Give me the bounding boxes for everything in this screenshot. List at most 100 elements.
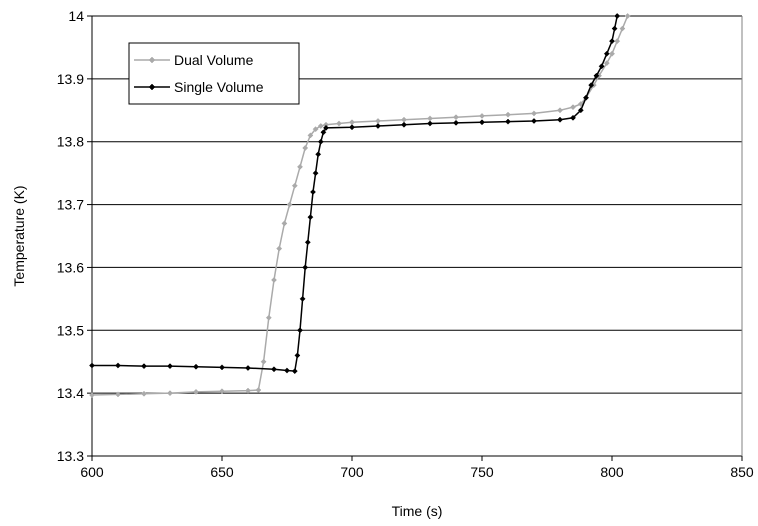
y-tick-label: 13.4 — [57, 385, 84, 401]
data-point — [284, 367, 290, 374]
series-single-volume — [89, 13, 621, 375]
series-group — [89, 13, 631, 398]
y-tick-label: 13.9 — [57, 71, 84, 87]
data-point — [614, 38, 621, 45]
data-point — [299, 295, 306, 302]
data-point — [193, 388, 199, 395]
legend: Dual Volume Single Volume — [128, 42, 300, 105]
data-point — [312, 170, 319, 177]
data-point — [265, 314, 272, 321]
data-point — [291, 368, 298, 375]
x-tick-label: 600 — [80, 464, 104, 480]
data-point — [479, 112, 485, 119]
data-point — [624, 13, 631, 19]
data-point — [479, 119, 485, 126]
data-point — [453, 119, 459, 126]
y-axis-label: Temperature (K) — [11, 185, 27, 286]
data-point — [401, 121, 407, 128]
legend-box — [128, 42, 300, 105]
data-point — [577, 107, 584, 114]
data-point — [297, 327, 303, 334]
data-point — [505, 111, 511, 118]
axes — [87, 15, 743, 461]
data-point — [570, 104, 576, 111]
data-point — [583, 94, 589, 101]
y-tick-label: 13.8 — [57, 134, 84, 150]
data-point — [245, 365, 251, 371]
data-point — [557, 116, 563, 123]
data-point — [619, 25, 626, 32]
data-point — [286, 201, 293, 208]
data-point — [193, 363, 199, 370]
data-point — [302, 145, 309, 151]
data-point — [302, 264, 309, 271]
y-tick-labels: 13.3 13.4 13.5 13.6 13.7 13.8 13.9 14 — [57, 8, 84, 464]
data-point — [557, 107, 563, 114]
legend-marker — [148, 56, 156, 64]
data-point — [317, 138, 324, 145]
data-point — [167, 363, 173, 370]
data-point — [291, 182, 298, 189]
x-tick-label: 650 — [210, 464, 234, 480]
data-point — [307, 132, 314, 139]
data-point — [453, 114, 459, 121]
data-point — [297, 163, 303, 170]
data-point — [219, 364, 225, 371]
data-point — [141, 390, 147, 397]
data-point — [505, 118, 511, 125]
data-point — [609, 50, 615, 57]
data-point — [260, 358, 267, 365]
data-point — [320, 129, 327, 136]
x-tick-label: 700 — [340, 464, 364, 480]
data-point — [89, 362, 95, 369]
data-point — [271, 366, 277, 373]
data-point — [323, 124, 329, 131]
data-point — [609, 38, 615, 45]
data-point — [245, 387, 251, 394]
data-point — [115, 391, 121, 398]
x-tick-label: 850 — [730, 464, 754, 480]
data-point — [276, 245, 283, 252]
x-tick-label: 750 — [470, 464, 494, 480]
x-tick-labels: 600 650 700 750 800 850 — [80, 464, 754, 480]
data-point — [89, 392, 95, 398]
data-point — [255, 387, 262, 393]
data-point — [603, 50, 610, 57]
data-point — [588, 82, 595, 89]
data-point — [281, 220, 288, 227]
data-point — [531, 110, 537, 117]
legend-entry: Single Volume — [174, 79, 264, 95]
data-point — [531, 118, 537, 124]
y-tick-label: 13.5 — [57, 322, 84, 338]
data-point — [375, 123, 381, 129]
data-point — [427, 120, 433, 127]
data-point — [570, 114, 576, 121]
data-point — [294, 352, 301, 359]
y-tick-label: 13.7 — [57, 197, 84, 213]
data-point — [577, 101, 584, 107]
data-point — [611, 25, 618, 32]
data-point — [310, 189, 316, 195]
data-point — [312, 126, 319, 133]
data-point — [307, 214, 314, 221]
x-axis-label: Time (s) — [392, 503, 443, 519]
y-tick-label: 14 — [68, 8, 84, 24]
data-point — [603, 60, 610, 67]
data-point — [614, 13, 621, 19]
data-point — [167, 390, 173, 397]
legend-marker — [148, 83, 156, 91]
data-point — [271, 277, 277, 283]
data-point — [141, 363, 147, 370]
data-point — [219, 388, 225, 395]
data-point — [317, 123, 324, 129]
data-point — [593, 72, 600, 79]
data-point — [598, 63, 605, 70]
x-tick-label: 800 — [600, 464, 624, 480]
data-point — [336, 120, 342, 127]
legend-entry: Dual Volume — [174, 52, 254, 68]
y-tick-label: 13.6 — [57, 259, 84, 275]
data-point — [304, 239, 311, 246]
y-tick-label: 13.3 — [57, 448, 84, 464]
data-point — [115, 362, 121, 369]
